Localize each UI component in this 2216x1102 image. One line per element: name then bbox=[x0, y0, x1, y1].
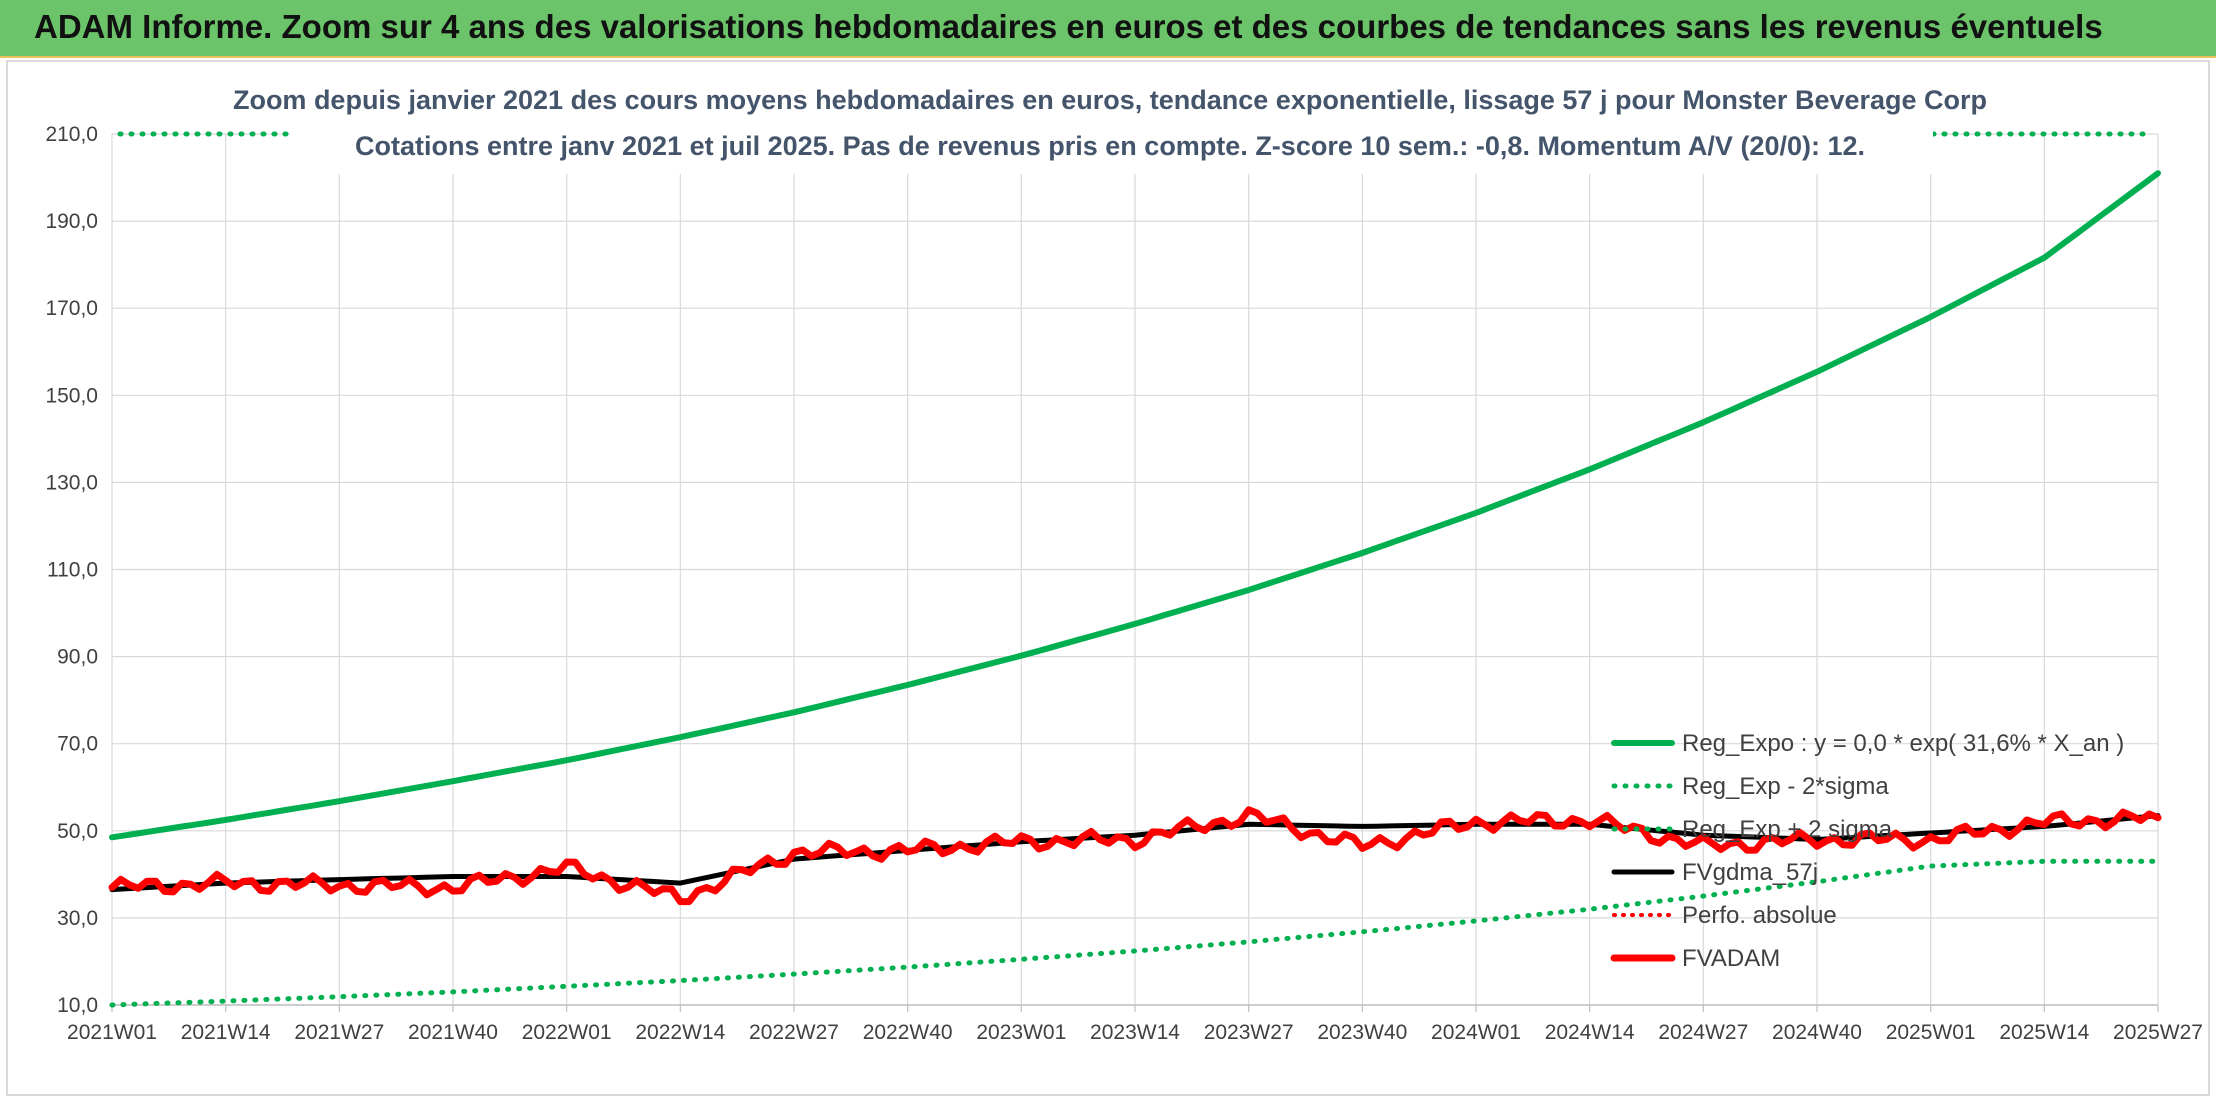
x-tick-label: 2025W01 bbox=[1886, 1021, 1976, 1044]
legend-label: FVgdma_57j bbox=[1682, 859, 1818, 886]
x-tick-label: 2025W27 bbox=[2113, 1021, 2203, 1044]
x-tick-label: 2023W27 bbox=[1204, 1021, 1294, 1044]
y-tick-label: 130,0 bbox=[45, 471, 98, 494]
y-tick-label: 50,0 bbox=[57, 820, 98, 843]
y-tick-label: 170,0 bbox=[45, 297, 98, 320]
legend-label: Reg_Exp - 2*sigma bbox=[1682, 773, 1889, 800]
series-line-4 bbox=[109, 813, 2161, 893]
report-title: ADAM Informe. Zoom sur 4 ans des valoris… bbox=[34, 8, 2103, 45]
chart-title-line1: Zoom depuis janvier 2021 des cours moyen… bbox=[233, 85, 1987, 115]
x-tick-label: 2022W01 bbox=[522, 1021, 612, 1044]
x-tick-label: 2022W14 bbox=[635, 1021, 725, 1044]
x-tick-label: 2024W14 bbox=[1545, 1021, 1635, 1044]
legend-label: Reg_Exp + 2 sigma bbox=[1682, 816, 1893, 843]
x-tick-label: 2024W27 bbox=[1658, 1021, 1748, 1044]
line-chart: 10,0 30,0 50,0 70,0 90,0 110,0 130,0 150,0 170,0… bbox=[45, 62, 2203, 1044]
x-tick-label: 2021W14 bbox=[181, 1021, 271, 1044]
y-tick-label: 30,0 bbox=[57, 907, 98, 930]
y-tick-label: 210,0 bbox=[45, 123, 98, 146]
y-tick-label: 10,0 bbox=[57, 994, 98, 1017]
x-tick-label: 2025W14 bbox=[1999, 1021, 2089, 1044]
title-backing bbox=[290, 62, 1933, 174]
chart-panel: 10,0 30,0 50,0 70,0 90,0 110,0 130,0 150,0 170,0… bbox=[6, 60, 2210, 1096]
x-tick-label: 2023W40 bbox=[1317, 1021, 1407, 1044]
y-tick-label: 110,0 bbox=[47, 559, 98, 582]
x-tick-label: 2021W40 bbox=[408, 1021, 498, 1044]
series-line-2 bbox=[109, 858, 2161, 1008]
series-line-6 bbox=[108, 806, 2162, 906]
legend-label: FVADAM bbox=[1682, 945, 1780, 972]
legend-label: Perfo. absolue bbox=[1682, 902, 1837, 929]
x-tick-label: 2023W01 bbox=[976, 1021, 1066, 1044]
x-tick-label: 2024W40 bbox=[1772, 1021, 1862, 1044]
x-tick-label: 2022W27 bbox=[749, 1021, 839, 1044]
y-tick-label: 70,0 bbox=[57, 733, 98, 756]
x-tick-label: 2021W01 bbox=[67, 1021, 157, 1044]
chart-title-line2: Cotations entre janv 2021 et juil 2025. … bbox=[355, 131, 1865, 161]
y-tick-label: 190,0 bbox=[45, 210, 98, 233]
x-tick-label: 2021W27 bbox=[294, 1021, 384, 1044]
x-tick-label: 2023W14 bbox=[1090, 1021, 1180, 1044]
x-tick-label: 2022W40 bbox=[863, 1021, 953, 1044]
y-tick-label: 150,0 bbox=[45, 384, 98, 407]
report-banner: ADAM Informe. Zoom sur 4 ans des valoris… bbox=[0, 0, 2216, 58]
series-line-1 bbox=[109, 170, 2161, 841]
y-tick-label: 90,0 bbox=[57, 646, 98, 669]
legend-label: Reg_Expo : y = 0,0 * exp( 31,6% * X_an ) bbox=[1682, 730, 2124, 757]
x-tick-label: 2024W01 bbox=[1431, 1021, 1521, 1044]
